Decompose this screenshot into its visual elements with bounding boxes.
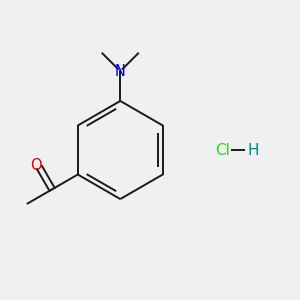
Text: N: N	[115, 64, 126, 79]
Text: Cl: Cl	[215, 142, 230, 158]
Text: O: O	[30, 158, 41, 172]
Text: H: H	[247, 142, 259, 158]
